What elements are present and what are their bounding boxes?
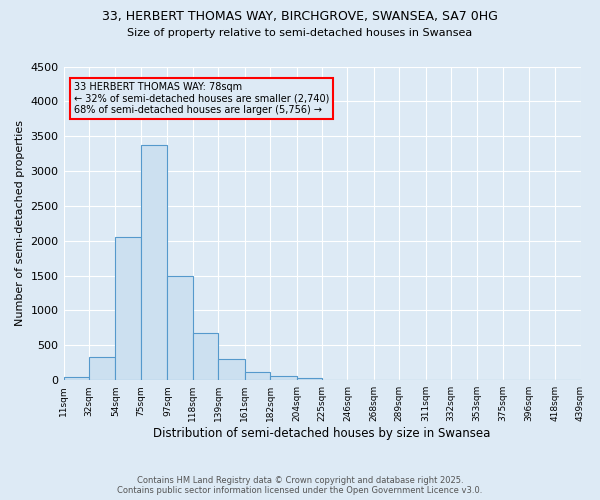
Bar [193,333,218,380]
Bar [218,358,245,380]
Text: 33, HERBERT THOMAS WAY, BIRCHGROVE, SWANSEA, SA7 0HG: 33, HERBERT THOMAS WAY, BIRCHGROVE, SWAN… [102,10,498,23]
Bar [296,378,322,380]
Bar [167,276,193,380]
Text: Size of property relative to semi-detached houses in Swansea: Size of property relative to semi-detach… [127,28,473,38]
Text: 33 HERBERT THOMAS WAY: 78sqm
← 32% of semi-detached houses are smaller (2,740)
6: 33 HERBERT THOMAS WAY: 78sqm ← 32% of se… [74,82,329,116]
Text: Contains HM Land Registry data © Crown copyright and database right 2025.
Contai: Contains HM Land Registry data © Crown c… [118,476,482,495]
Bar [115,236,141,380]
Bar [141,144,167,380]
Bar [64,376,89,380]
Bar [245,372,270,380]
Y-axis label: Number of semi-detached properties: Number of semi-detached properties [15,120,25,326]
Bar [89,357,115,380]
Bar [270,376,296,380]
X-axis label: Distribution of semi-detached houses by size in Swansea: Distribution of semi-detached houses by … [154,427,491,440]
